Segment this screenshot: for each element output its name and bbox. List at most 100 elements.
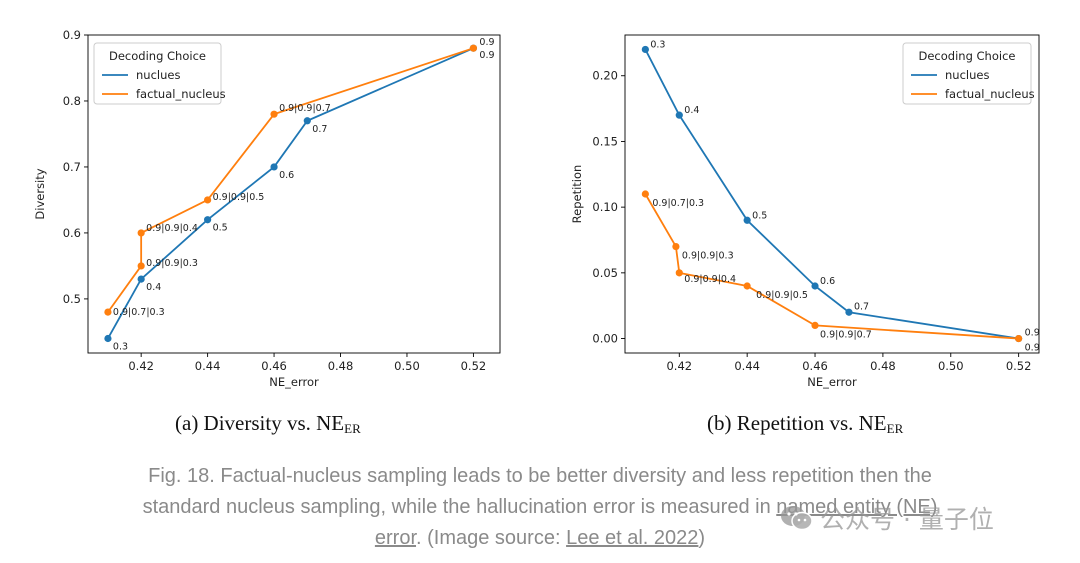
legend-title: Decoding Choice — [109, 49, 206, 63]
y-axis-label: Diversity — [33, 168, 47, 219]
data-label: 0.9 — [479, 50, 494, 61]
y-tick-label: 0.7 — [63, 160, 81, 174]
y-tick-label: 0.15 — [592, 134, 618, 148]
y-tick-label: 0.00 — [592, 332, 618, 346]
data-label: 0.6 — [820, 276, 835, 287]
legend-entry: factual_nucleus — [136, 87, 226, 101]
data-label: 0.5 — [213, 223, 228, 234]
data-point-nuclues — [303, 117, 311, 125]
series-line-factual_nucleus — [644, 193, 1019, 340]
data-label: 0.5 — [752, 210, 767, 221]
data-point-factual_nucleus — [675, 269, 683, 277]
data-label: 0.9|0.9|0.4 — [146, 223, 198, 234]
x-tick-label: 0.52 — [461, 359, 487, 373]
data-point-factual_nucleus — [743, 282, 751, 290]
x-tick-label: 0.46 — [261, 359, 287, 373]
data-point-factual_nucleus — [641, 190, 649, 198]
data-point-factual_nucleus — [469, 44, 478, 52]
data-label: 0.4 — [146, 282, 161, 293]
x-tick-label: 0.42 — [666, 359, 692, 373]
data-point-nuclues — [270, 163, 278, 171]
data-point-nuclues — [204, 216, 212, 224]
data-point-nuclues — [811, 282, 819, 290]
data-label: 0.9|0.9|0.3 — [146, 258, 198, 269]
legend-entry: nuclues — [945, 68, 989, 82]
subcaption-diversity: (a) Diversity vs. NEER — [175, 411, 361, 437]
y-axis-label: Repetition — [570, 165, 584, 224]
caption-text-3: ) — [698, 527, 706, 549]
data-point-factual_nucleus — [672, 242, 680, 251]
data-label: 0.9|0.9|0.7 — [279, 103, 331, 114]
data-point-nuclues — [137, 275, 145, 283]
subcaption-repetition-sub: ER — [886, 421, 904, 436]
y-tick-label: 0.20 — [592, 69, 618, 83]
data-label: 0.9|0.9|0.5 — [756, 290, 808, 301]
x-tick-label: 0.48 — [328, 359, 354, 373]
data-point-factual_nucleus — [104, 308, 112, 316]
legend-entry: factual_nucleus — [945, 87, 1035, 101]
data-label: 0.3 — [650, 39, 665, 50]
lee-2022-link[interactable]: Lee et al. 2022 — [566, 527, 699, 549]
data-label: 0.9|0.7|0.3 — [113, 307, 165, 318]
data-label: 0.9 — [1025, 328, 1040, 339]
legend-box — [902, 42, 1032, 105]
data-label: 0.7 — [312, 124, 327, 135]
figure-caption: Fig. 18. Factual-nucleus sampling leads … — [130, 461, 950, 554]
watermark-text: 公众号 · 量子位 — [820, 505, 994, 534]
data-label: 0.9|0.9|0.3 — [682, 251, 734, 262]
data-point-nuclues — [743, 216, 751, 224]
data-label: 0.6 — [279, 170, 294, 181]
plot-frame — [87, 34, 501, 354]
diversity-chart: 0.42 0.44 0.46 0.48 0.50 0.52 0.5 0.6 0.7 0.8 0.9 N… — [33, 28, 501, 389]
wechat-icon — [780, 504, 814, 538]
data-point-nuclues — [104, 334, 112, 343]
data-point-factual_nucleus — [137, 262, 145, 270]
y-tick-label: 0.6 — [63, 226, 81, 240]
data-label: 0.3 — [113, 341, 128, 352]
y-tick-label: 0.05 — [592, 266, 618, 280]
data-label: 0.9|0.9|0.5 — [213, 192, 265, 203]
legend-title: Decoding Choice — [919, 49, 1016, 63]
subcaption-repetition: (b) Repetition vs. NEER — [707, 411, 903, 437]
data-label: 0.7 — [854, 301, 869, 312]
data-point-nuclues — [845, 308, 853, 316]
data-point-factual_nucleus — [270, 110, 278, 118]
caption-text-1: Fig. 18. Factual-nucleus sampling leads … — [142, 465, 932, 518]
series-line-nuclues — [644, 49, 1019, 340]
data-point-factual_nucleus — [1015, 334, 1023, 343]
plot-frame — [624, 34, 1040, 354]
data-label: 0.9|0.7|0.3 — [652, 198, 704, 209]
x-axis-label: NE_error — [807, 375, 857, 389]
y-tick-label: 0.8 — [63, 94, 81, 108]
legend-entry: nuclues — [136, 68, 180, 82]
x-tick-label: 0.44 — [195, 359, 221, 373]
repetition-chart: 0.42 0.44 0.46 0.48 0.50 0.52 0.00 0.05 0.10 0.15… — [570, 34, 1040, 389]
x-tick-label: 0.50 — [938, 359, 964, 373]
data-label: 0.9 — [1025, 343, 1040, 354]
series-line-factual_nucleus — [107, 47, 474, 313]
x-axis-label: NE_error — [269, 375, 319, 389]
watermark: 公众号 · 量子位 — [780, 500, 994, 538]
data-label: 0.9 — [479, 37, 494, 48]
data-point-factual_nucleus — [137, 229, 145, 237]
x-tick-label: 0.42 — [128, 359, 154, 373]
x-tick-label: 0.46 — [802, 359, 828, 373]
caption-text-2: . (Image source: — [416, 527, 567, 549]
subcaption-diversity-text: (a) Diversity vs. NE — [175, 411, 345, 435]
x-tick-label: 0.48 — [870, 359, 896, 373]
series-line-nuclues — [107, 47, 474, 339]
data-label: 0.9|0.9|0.7 — [820, 329, 872, 340]
subcaption-repetition-text: (b) Repetition vs. NE — [707, 411, 887, 435]
subcaption-diversity-sub: ER — [344, 421, 361, 436]
y-tick-label: 0.9 — [63, 28, 81, 42]
y-tick-label: 0.5 — [63, 292, 81, 306]
y-tick-label: 0.10 — [592, 200, 618, 214]
named-entity-error-link[interactable]: named entity (NE) error — [374, 496, 938, 549]
data-point-factual_nucleus — [811, 321, 819, 330]
x-tick-label: 0.50 — [394, 359, 420, 373]
data-label: 0.9|0.9|0.4 — [684, 274, 736, 285]
data-point-nuclues — [641, 45, 649, 54]
legend-box — [93, 42, 222, 105]
data-label: 0.4 — [684, 105, 699, 116]
data-point-nuclues — [675, 111, 683, 119]
